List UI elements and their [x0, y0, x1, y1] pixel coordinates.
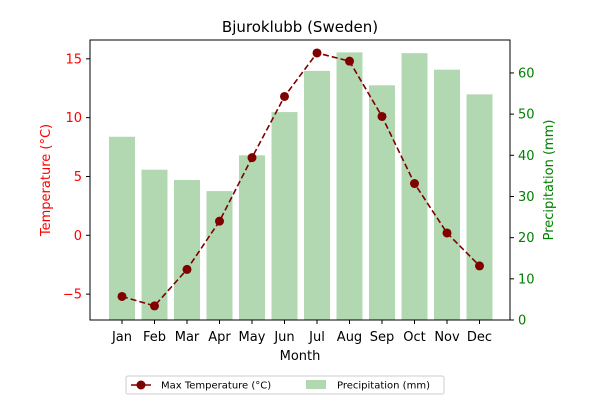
precip-bar-feb — [141, 169, 168, 320]
temp-point-dec — [475, 261, 484, 271]
temp-point-aug — [345, 56, 354, 66]
legend-marker-swatch — [136, 380, 146, 390]
precip-bar-apr — [206, 191, 233, 320]
x-axis-ticks: Jan Feb Mar Apr May Jun Jul Aug Sep Oct Nov Dec — [111, 320, 492, 345]
x-tick-label: Feb — [143, 330, 166, 345]
precip-bar-jul — [304, 70, 330, 320]
x-tick-label: Jun — [273, 330, 294, 345]
chart-title: Bjuroklubb (Sweden) — [222, 18, 378, 36]
temp-point-oct — [410, 179, 419, 189]
x-tick-label: Jan — [111, 330, 132, 345]
precip-bar-mar — [174, 180, 200, 320]
right-axis-title: Precipitation (mm) — [542, 120, 557, 241]
temp-point-sep — [377, 111, 387, 121]
x-tick-label: Sep — [370, 330, 395, 345]
precip-bar-dec — [466, 94, 493, 321]
precip-bar-may — [239, 155, 265, 320]
temperature-series-line — [121, 52, 481, 307]
precipitation-bars — [109, 52, 493, 321]
legend: Max Temperature (°C) Precipitation (mm) — [125, 375, 445, 395]
left-tick-label: 15 — [65, 52, 82, 67]
left-axis-ticks: −5 0 5 10 15 — [63, 52, 90, 303]
temp-point-may — [247, 153, 257, 163]
x-tick-label: Dec — [467, 330, 492, 345]
x-tick-label: Apr — [208, 330, 231, 345]
temp-point-feb — [150, 301, 159, 311]
right-axis-ticks: 0 10 20 30 40 50 60 — [510, 66, 535, 329]
temp-point-jun — [280, 91, 289, 101]
legend-label-temperature: Max Temperature (°C) — [161, 381, 271, 392]
temp-point-mar — [182, 264, 192, 274]
x-tick-label: Jul — [308, 330, 325, 345]
legend-frame — [125, 375, 445, 395]
x-tick-label: Oct — [403, 330, 425, 345]
temp-point-nov — [442, 228, 452, 238]
left-tick-label: 10 — [65, 111, 82, 126]
precip-bar-jun — [271, 112, 298, 320]
x-tick-label: Nov — [434, 330, 460, 345]
plot-frame — [89, 39, 511, 321]
right-tick-label: 20 — [518, 231, 535, 246]
right-tick-label: 30 — [518, 190, 535, 205]
left-tick-label: 5 — [74, 170, 82, 185]
left-tick-label: 0 — [74, 229, 82, 244]
right-tick-label: 40 — [518, 149, 535, 164]
temp-point-jul — [312, 48, 322, 58]
x-axis-title: Month — [280, 349, 321, 364]
precip-bar-aug — [336, 52, 363, 321]
legend-bar-swatch — [306, 380, 326, 389]
precip-bar-sep — [369, 85, 395, 320]
temperature-line — [117, 48, 484, 311]
x-tick-label: May — [239, 330, 266, 345]
left-tick-label: −5 — [63, 288, 82, 303]
precip-bar-nov — [434, 69, 460, 320]
legend-label-precipitation: Precipitation (mm) — [337, 381, 430, 392]
right-tick-label: 10 — [518, 272, 535, 287]
temp-point-jan — [117, 291, 127, 301]
precip-bar-jan — [109, 136, 135, 320]
x-tick-label: Mar — [175, 330, 200, 345]
x-tick-label: Aug — [337, 330, 362, 345]
right-tick-label: 60 — [518, 66, 535, 81]
right-tick-label: 50 — [518, 108, 535, 123]
left-axis-title: Temperature (°C) — [39, 124, 54, 237]
temp-point-apr — [215, 216, 224, 226]
right-tick-label: 0 — [518, 314, 526, 329]
